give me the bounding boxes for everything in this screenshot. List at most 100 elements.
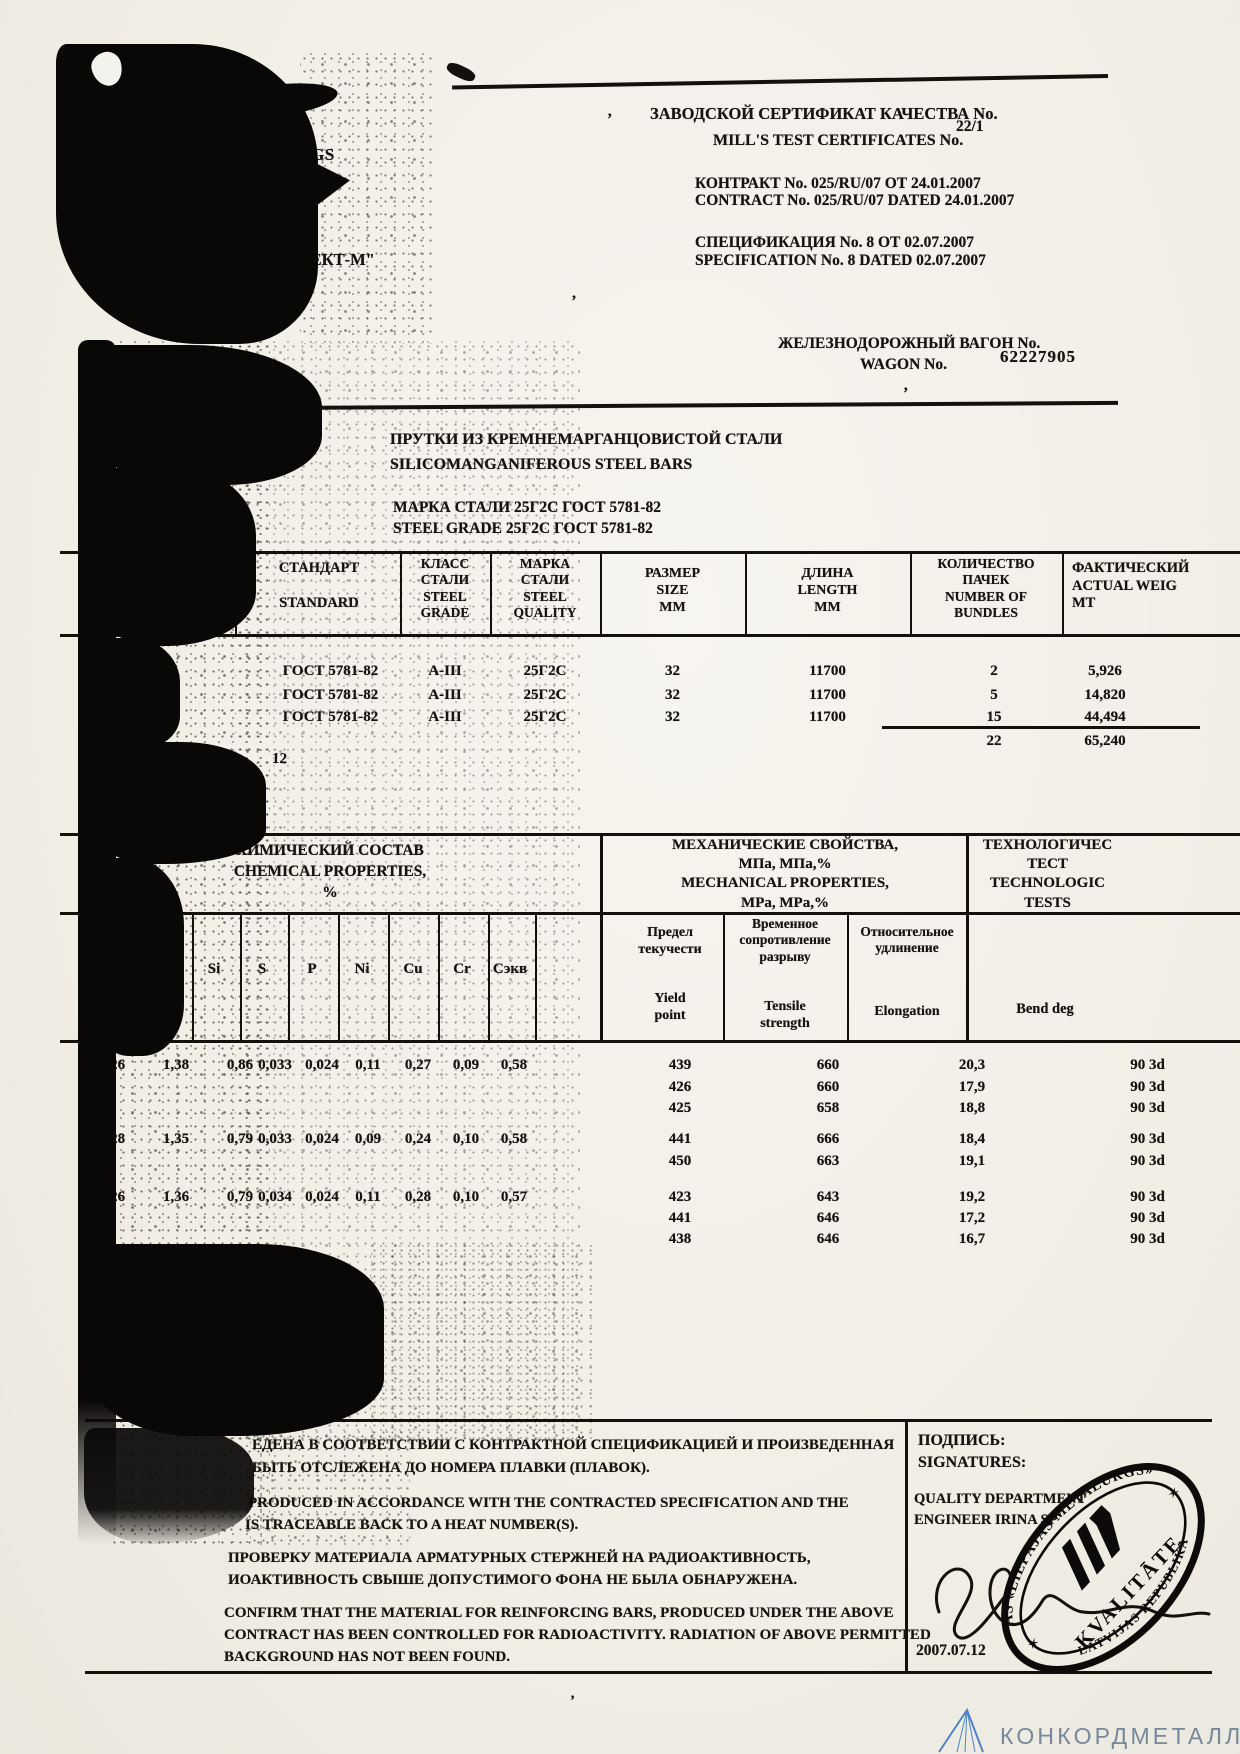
chem-col-P: P bbox=[307, 961, 317, 977]
wagon-label-en: WAGON No. bbox=[860, 356, 947, 373]
col-header-standard: СТАНДАРТ STANDARD bbox=[278, 560, 360, 612]
col-header-bundles: КОЛИЧЕСТВО ПАЧЕК NUMBER OF BUNDLES bbox=[937, 556, 1035, 621]
contract-line-ru: КОНТРАКТ No. 025/RU/07 ОТ 24.01.2007 bbox=[695, 175, 981, 192]
table1-vline bbox=[1062, 551, 1064, 636]
elongation-value: 17,2 bbox=[958, 1210, 986, 1226]
mech-section-title: МЕХАНИЧЕСКИЕ СВОЙСТВА, МПа, МПа,% MECHAN… bbox=[672, 837, 898, 911]
table-row-bundles: 15 bbox=[986, 709, 1002, 725]
scan-stripe-blob bbox=[84, 345, 322, 485]
elongation-value: 17,9 bbox=[958, 1079, 986, 1095]
chem-col-Cr: Cr bbox=[453, 961, 471, 977]
tensile-value: 660 bbox=[816, 1057, 840, 1073]
chem-vline bbox=[338, 912, 340, 1042]
concord-logo-icon bbox=[938, 1707, 984, 1753]
steel-grade-en: STEEL GRADE 25Г2С ГОСТ 5781-82 bbox=[393, 520, 653, 537]
tensile-value: 643 bbox=[816, 1189, 840, 1205]
chem-value: 0,10 bbox=[452, 1189, 480, 1205]
elongation-value: 19,1 bbox=[958, 1153, 986, 1169]
chem-value: 0,024 bbox=[305, 1057, 339, 1073]
cert-number: 22/1 bbox=[956, 118, 984, 135]
contract-line-en: CONTRACT No. 025/RU/07 DATED 24.01.2007 bbox=[695, 192, 1015, 209]
chem-value: 0,24 bbox=[404, 1131, 432, 1147]
quality-stamp: AS «LIEPĀJAS METALURGS» LATVIJAS REPUBLI… bbox=[970, 1434, 1206, 1674]
mech-vline bbox=[847, 912, 849, 1042]
chem-vline bbox=[488, 912, 490, 1042]
table-row-quality: 25Г2С bbox=[523, 687, 567, 703]
table-row-weight: 14,820 bbox=[1084, 687, 1126, 703]
yield-value: 426 bbox=[668, 1079, 692, 1095]
table-row-class: А-III bbox=[428, 663, 462, 679]
table2-vline-mech-tech bbox=[966, 833, 969, 1042]
col-header-length: ДЛИНА LENGTH ММ bbox=[797, 566, 858, 616]
cert-title-ru: ЗАВОДСКОЙ СЕРТИФИКАТ КАЧЕСТВА No. bbox=[650, 104, 998, 123]
scan-stripe-blob bbox=[84, 742, 266, 864]
table-row-standard: ГОСТ 5781-82 bbox=[282, 709, 379, 725]
tensile-value: 658 bbox=[816, 1100, 840, 1116]
chem-value: 0,024 bbox=[305, 1189, 339, 1205]
table2-mid-border bbox=[60, 912, 1240, 915]
signature-date: 2007.07.12 bbox=[916, 1642, 986, 1659]
goods-desc-en: SILICOMANGANIFEROUS STEEL BARS bbox=[390, 456, 693, 473]
table1-vline bbox=[600, 551, 602, 636]
scan-stripe-blob bbox=[84, 638, 180, 750]
elongation-value: 20,3 bbox=[958, 1057, 986, 1073]
declaration-en2-line2: CONTRACT HAS BEEN CONTROLLED FOR RADIOAC… bbox=[224, 1627, 931, 1643]
tensile-value: 646 bbox=[816, 1231, 840, 1247]
table-row-standard: ГОСТ 5781-82 bbox=[282, 687, 379, 703]
chem-value: 0,024 bbox=[305, 1131, 339, 1147]
chem-col-S: S bbox=[257, 961, 267, 977]
elongation-header-en: Elongation bbox=[874, 1004, 940, 1019]
chem-col-Cekv: Сэкв bbox=[492, 961, 528, 977]
mech-vline bbox=[723, 912, 725, 1042]
table-row-length: 11700 bbox=[809, 687, 846, 703]
bend-value: 90 3d bbox=[1130, 1079, 1165, 1095]
spec-line-en: SPECIFICATION No. 8 DATED 02.07.2007 bbox=[695, 252, 986, 269]
yield-value: 450 bbox=[668, 1153, 692, 1169]
table-row-quality: 25Г2С bbox=[523, 709, 567, 725]
table-row-bundles: 2 bbox=[990, 663, 998, 679]
table-row-size: 32 bbox=[665, 663, 680, 679]
table-row-quality: 25Г2С bbox=[523, 663, 567, 679]
steel-grade-ru: МАРКА СТАЛИ 25Г2С ГОСТ 5781-82 bbox=[393, 499, 662, 516]
declaration-ru2-line2: ИОАКТИВНОСТЬ СВЫШЕ ДОПУСТИМОГО ФОНА НЕ Б… bbox=[228, 1572, 798, 1588]
table-row-bundles: 5 bbox=[990, 687, 998, 703]
chem-value: 0,58 bbox=[500, 1057, 528, 1073]
spec-line-ru: СПЕЦИФИКАЦИЯ No. 8 ОТ 02.07.2007 bbox=[695, 234, 975, 251]
tech-section-title: ТЕХНОЛОГИЧЕС ТЕСТ TECHNOLOGIC TESTS bbox=[982, 837, 1113, 911]
chem-col-Si: Si bbox=[207, 961, 221, 977]
chem-vline bbox=[388, 912, 390, 1042]
stray-mark: ʼ bbox=[903, 385, 909, 402]
table1-top-border bbox=[60, 551, 1240, 554]
scan-stripe-blob bbox=[84, 468, 256, 646]
table1-vline bbox=[910, 551, 912, 636]
table2-top-border bbox=[60, 833, 1240, 836]
tensile-header-ru: Временное сопротивление разрыву bbox=[739, 916, 831, 964]
elongation-value: 16,7 bbox=[958, 1231, 986, 1247]
yield-header-ru: Предел текучести bbox=[638, 925, 702, 958]
bend-value: 90 3d bbox=[1130, 1231, 1165, 1247]
scan-noise bbox=[370, 1244, 595, 1439]
elongation-header-ru: Относительное удлинение bbox=[860, 924, 954, 956]
table1-vline bbox=[490, 551, 492, 636]
table-row-standard: ГОСТ 5781-82 bbox=[282, 663, 379, 679]
table1-vline bbox=[400, 551, 402, 636]
table-row-length: 11700 bbox=[809, 709, 846, 725]
chem-vline bbox=[438, 912, 440, 1042]
yield-header-en: Yield point bbox=[654, 991, 686, 1024]
bend-value: 90 3d bbox=[1130, 1189, 1165, 1205]
tensile-value: 666 bbox=[816, 1131, 840, 1147]
chem-value: 1,36 bbox=[162, 1189, 190, 1205]
declaration-ru1-line2: БЫТЬ ОТСЛЕЖЕНА ДО НОМЕРА ПЛАВКИ (ПЛАВОК)… bbox=[252, 1460, 650, 1476]
bend-value: 90 3d bbox=[1130, 1210, 1165, 1226]
total-weight: 65,240 bbox=[1084, 733, 1126, 749]
table-row-size: 32 bbox=[665, 709, 680, 725]
bend-header-en: Bend deg bbox=[1016, 1001, 1074, 1017]
chem-col-Cu: Cu bbox=[403, 961, 423, 977]
chem-value: 0,28 bbox=[404, 1189, 432, 1205]
total-bundles: 22 bbox=[986, 733, 1002, 749]
declaration-en2-line3: BACKGROUND HAS NOT BEEN FOUND. bbox=[224, 1649, 511, 1665]
scan-stripe-blob bbox=[84, 1428, 254, 1544]
yield-value: 425 bbox=[668, 1100, 692, 1116]
footer-top-border bbox=[85, 1419, 1212, 1422]
